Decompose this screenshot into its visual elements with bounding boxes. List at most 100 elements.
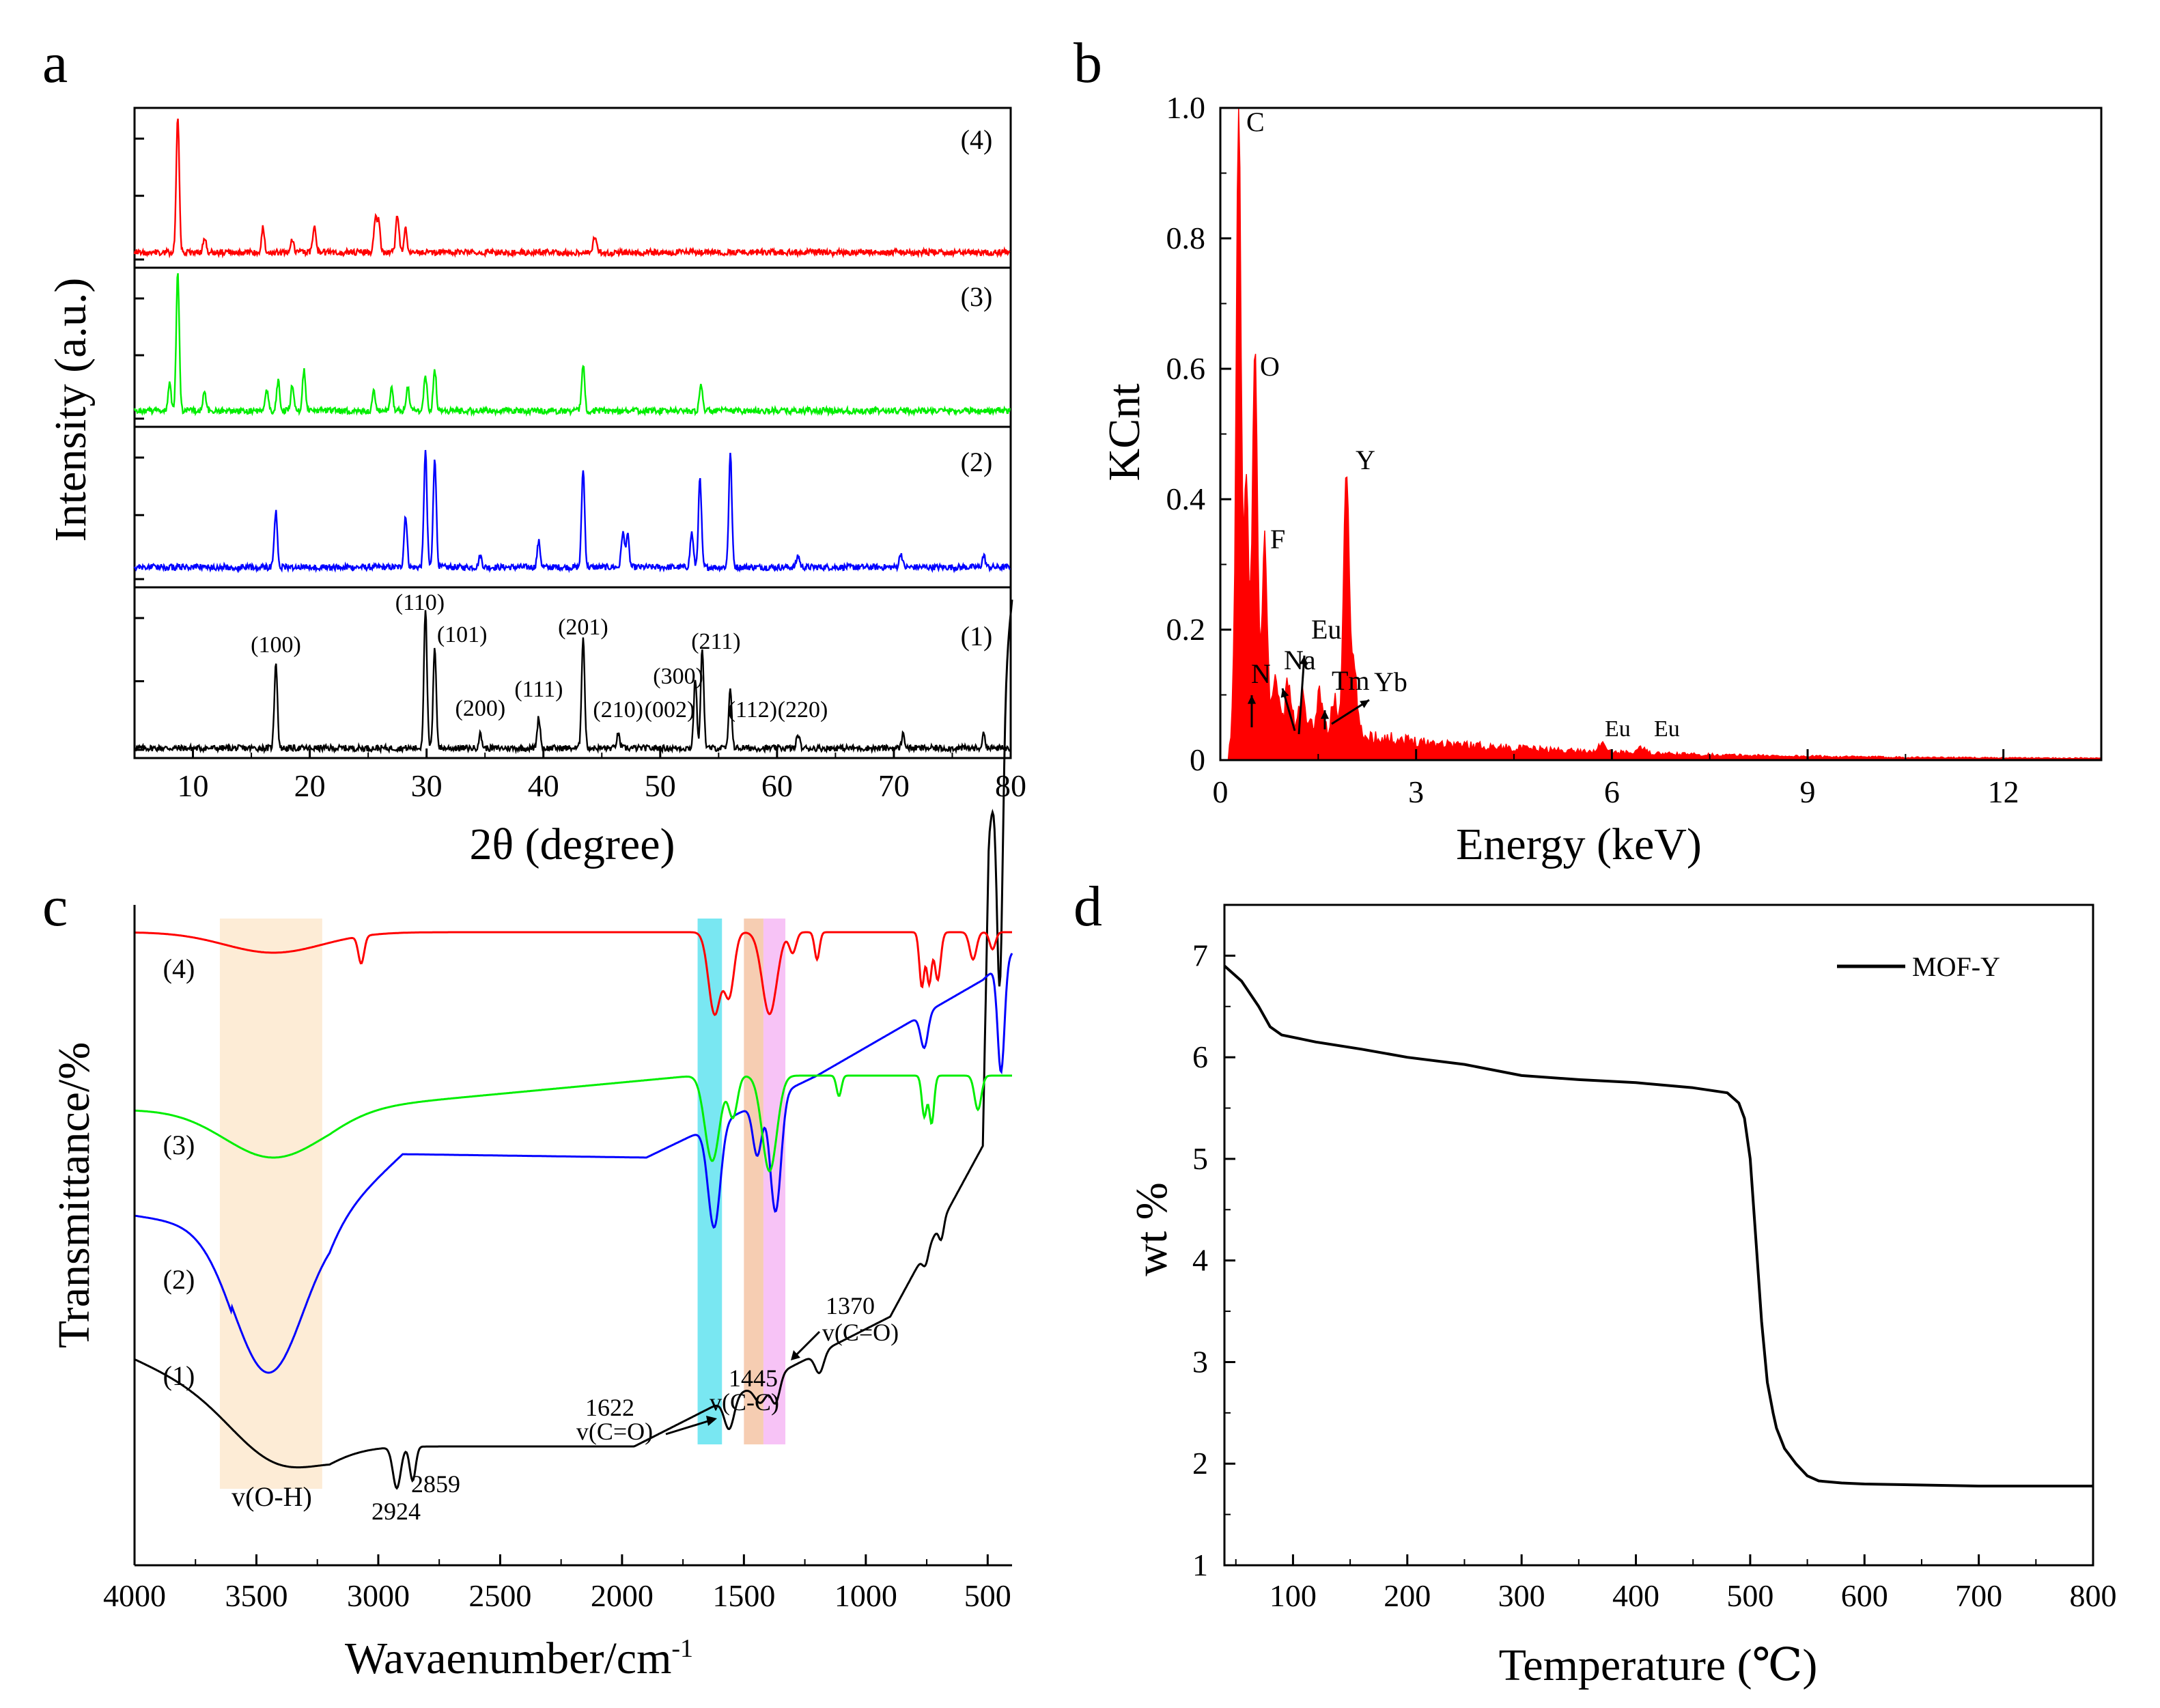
panel-c-ftir: c 4000 3500 3000 2500 2000 1500 1000 500 (1) (2)… xyxy=(42,599,1013,1683)
panel-b-element-label-c: C xyxy=(1246,107,1265,137)
panel-b-x-tick-label: 12 xyxy=(1988,774,2019,809)
panel-c-arrow-head-1370 xyxy=(791,1350,800,1360)
panel-c-annotation: v(C=O) xyxy=(822,1319,899,1346)
panel-c-letter: c xyxy=(42,875,68,938)
panel-a-x-tick-label: 60 xyxy=(761,768,793,803)
panel-a-hkl-label: (112) xyxy=(728,697,777,723)
panel-c-annotation: 1370 xyxy=(826,1292,875,1319)
panel-b-y-tick-label: 0.2 xyxy=(1166,612,1206,647)
panel-d-frame xyxy=(1223,904,2094,1567)
panel-d-y-tick-label: 5 xyxy=(1192,1141,1208,1176)
panel-a-hkl-label: (002) xyxy=(645,697,695,723)
panel-d-x-tick-label: 300 xyxy=(1498,1578,1545,1613)
panel-b-element-label-o: O xyxy=(1260,351,1280,382)
panel-c-x-tick-label: 3500 xyxy=(225,1578,287,1613)
panel-d-y-tick-label: 2 xyxy=(1192,1446,1208,1481)
panel-a-hkl-label: (210) xyxy=(593,697,643,723)
panel-a-hkl-label: (110) xyxy=(395,590,445,615)
panel-c-y-axis-title: Transmittance/% xyxy=(49,1042,99,1349)
panel-a-x-tick-label: 80 xyxy=(995,768,1026,803)
panel-b-y-axis-title: KCnt xyxy=(1099,383,1149,481)
panel-c-x-tick-label: 2500 xyxy=(468,1578,531,1613)
panel-c-x-tick-label: 4000 xyxy=(103,1578,166,1613)
panel-a-series-tag: (4) xyxy=(961,124,993,155)
panel-d-y-tick-label: 6 xyxy=(1192,1039,1208,1074)
panel-c-annotation: v(C=O) xyxy=(576,1418,653,1445)
panel-b-y-tick-label: 0.8 xyxy=(1166,221,1206,255)
panel-c-annotation: 1622 xyxy=(585,1394,634,1421)
panel-c-annotations: v(O-H) 292428591622v(C=O)1445v(C-C)1370v(… xyxy=(232,1292,899,1525)
panel-c-arrow-1622 xyxy=(665,1419,711,1436)
panel-b-element-label-eu: Eu xyxy=(1605,716,1631,742)
panel-c-x-tick-label: 2000 xyxy=(591,1578,654,1613)
panel-c-series-2-line xyxy=(134,953,1013,1374)
panel-a-x-axis-title: 2θ (degree) xyxy=(470,820,675,869)
panel-d-y-tick-label: 1 xyxy=(1192,1548,1208,1582)
panel-b-element-label-na: Na xyxy=(1284,645,1316,675)
panel-b-arrow-head-0 xyxy=(1247,695,1257,704)
panel-a-hkl-label: (201) xyxy=(558,615,608,640)
panel-a-band-frame-3 xyxy=(133,266,1012,428)
panel-a-series-tag: (2) xyxy=(961,447,993,477)
panel-a-y-axis-title: Intensity (a.u.) xyxy=(46,278,96,542)
panel-a-curves xyxy=(133,118,1011,755)
panel-a-x-tick-label: 20 xyxy=(294,768,326,803)
panel-b-x-tick-label: 0 xyxy=(1213,774,1229,809)
panel-a-hkl-labels: (100) (110) (101) (200) (111) (201) (210) (002)… xyxy=(251,590,828,723)
panel-b-y-tick-label: 0 xyxy=(1190,742,1205,777)
panel-a-x-tick-label: 30 xyxy=(411,768,443,803)
panel-a-band-frame-4 xyxy=(133,107,1012,269)
panel-c-arrow-1370 xyxy=(794,1330,821,1357)
panel-c-annotation: v(O-H) xyxy=(232,1481,312,1512)
panel-c-series-4-line xyxy=(135,931,1012,1016)
panel-c-curves xyxy=(134,599,1013,1490)
panel-b-ticks: 0 3 6 9 12 0 0.2 0.4 0.6 0.8 1.0 xyxy=(1166,90,2019,809)
legend-label-mof-y: MOF-Y xyxy=(1912,951,2000,982)
panel-d-x-tick-label: 200 xyxy=(1384,1578,1431,1613)
panel-a-series-tags: (1) (2) (3) (4) xyxy=(961,124,993,652)
panel-d-x-tick-label: 700 xyxy=(1955,1578,2002,1613)
panel-c-series-tag: (4) xyxy=(163,953,195,984)
panel-c-x-tick-label: 3000 xyxy=(347,1578,410,1613)
panel-b-spectrum-area xyxy=(1227,107,2102,761)
panel-a-x-tick-label: 10 xyxy=(178,768,209,803)
panel-b-element-label-yb: Yb xyxy=(1374,667,1407,697)
panel-a-series-1-line xyxy=(134,610,1011,755)
panel-d-x-tick-label: 800 xyxy=(2070,1578,2117,1613)
panel-d-x-axis-title: Temperature (℃) xyxy=(1499,1640,1818,1690)
panel-d-x-tick-label: 600 xyxy=(1841,1578,1888,1613)
panel-b-arrow-head-1 xyxy=(1280,688,1289,698)
panel-a-series-tag: (3) xyxy=(961,281,993,312)
panel-c-annotation: 2924 xyxy=(371,1498,421,1525)
panel-d-x-tick-label: 400 xyxy=(1612,1578,1659,1613)
panel-b-x-tick-label: 3 xyxy=(1408,774,1424,809)
panel-c-series-1-line xyxy=(134,599,1013,1490)
panel-a-hkl-label: (300) xyxy=(653,664,703,689)
panel-b-arrow-head-4 xyxy=(1360,700,1369,708)
panel-d-y-tick-label: 7 xyxy=(1192,938,1208,972)
panel-c-x-axis-title-sup: -1 xyxy=(671,1634,693,1663)
panel-b-x-axis-title: Energy (keV) xyxy=(1456,820,1702,869)
panel-d-letter: d xyxy=(1074,875,1102,938)
panel-a-series-tag: (1) xyxy=(961,621,993,652)
panel-b-element-label-y: Y xyxy=(1356,445,1375,475)
panel-d-mof-y-line xyxy=(1223,964,2093,1487)
panel-d-y-axis-title: wt % xyxy=(1127,1182,1177,1276)
panel-b-letter: b xyxy=(1074,31,1102,95)
panel-b-x-tick-label: 9 xyxy=(1800,774,1816,809)
panel-c-x-axis-title-main: Wavaenumber/cm xyxy=(345,1634,671,1683)
panel-a-hkl-label: (211) xyxy=(691,629,740,654)
panel-b-y-tick-label: 0.6 xyxy=(1166,351,1206,386)
panel-c-series-tag: (1) xyxy=(163,1360,195,1391)
panel-d-curve xyxy=(1223,964,2093,1487)
panel-a-hkl-label: (111) xyxy=(514,677,563,702)
panel-a-series-2-line xyxy=(133,449,1011,574)
panel-d-y-tick-label: 3 xyxy=(1192,1344,1208,1379)
panel-c-series-3-line xyxy=(134,1074,1012,1173)
panel-a-xrd: a 10 20 30 40 50 60 70 80 (100)(110)(101)(200)(… xyxy=(42,31,1026,869)
panel-c-x-axis: 4000 3500 3000 2500 2000 1500 1000 500 xyxy=(103,905,1012,1613)
panel-b-element-label-eu: Eu xyxy=(1654,716,1680,742)
